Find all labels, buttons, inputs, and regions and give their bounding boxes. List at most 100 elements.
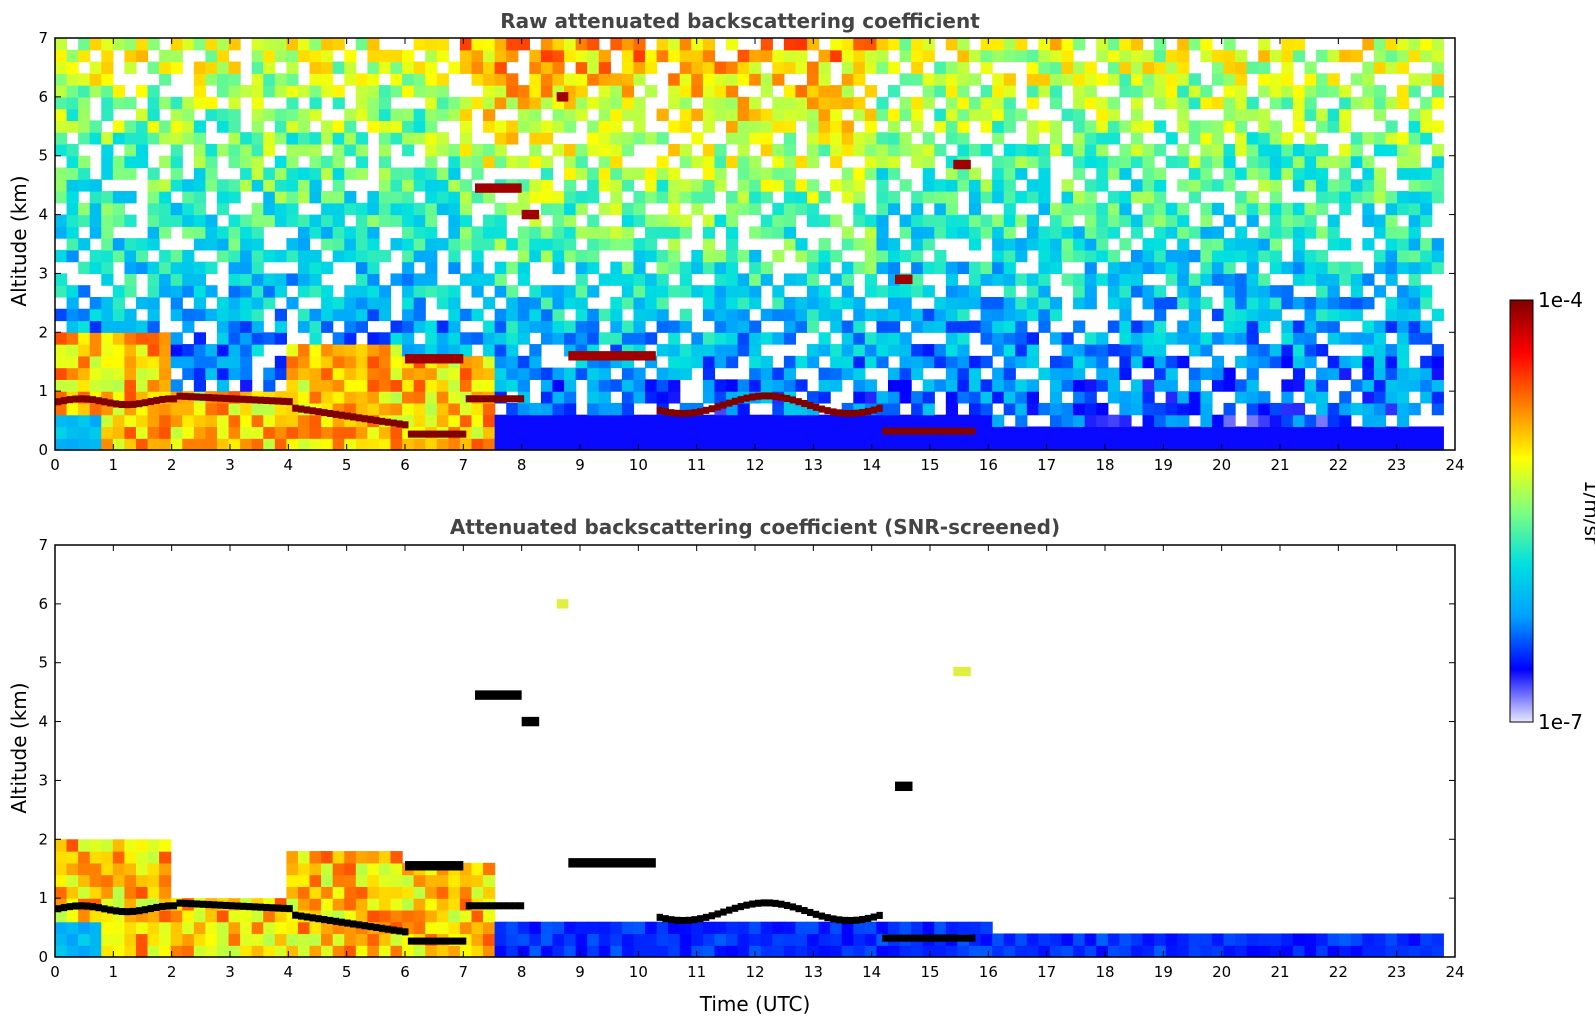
cloud-layer-segment (101, 398, 108, 406)
heatmap-cell (193, 261, 206, 275)
heatmap-cell (726, 438, 739, 451)
heatmap-cell (934, 344, 947, 357)
heatmap-cell (968, 391, 982, 404)
heatmap-cell (610, 108, 623, 121)
heatmap-cell (112, 367, 126, 380)
heatmap-cell (274, 355, 287, 369)
heatmap-cell (402, 143, 415, 157)
heatmap-cell (390, 355, 403, 369)
cloud-layer-segment (153, 903, 160, 911)
heatmap-cell (1408, 143, 1421, 157)
heatmap-cell (159, 332, 172, 345)
heatmap-cell (1130, 38, 1144, 51)
heatmap-cell (1385, 391, 1398, 404)
heatmap-cell (1292, 367, 1306, 380)
heatmap-cell (749, 73, 762, 86)
heatmap-cell (78, 38, 91, 51)
heatmap-cell (1316, 120, 1329, 133)
heatmap-cell (957, 179, 970, 192)
heatmap-cell (1223, 143, 1236, 157)
heatmap-cell (737, 96, 750, 110)
heatmap-cell (853, 167, 866, 180)
cloud-layer-segment (772, 899, 779, 907)
heatmap-cell (633, 414, 646, 428)
heatmap-cell (274, 438, 287, 451)
x-tick-label: 13 (804, 456, 823, 474)
cloud-layer-segment (945, 427, 953, 435)
heatmap-cell (1038, 367, 1051, 380)
heatmap-cell (216, 308, 230, 322)
heatmap-cell (1350, 49, 1363, 63)
heatmap-cell (853, 344, 866, 357)
heatmap-cell (968, 921, 982, 935)
heatmap-cell (1350, 143, 1363, 157)
heatmap-cell (1073, 73, 1086, 86)
heatmap-cell (876, 355, 889, 369)
heatmap-cell (645, 285, 658, 298)
heatmap-cell (1084, 155, 1097, 169)
heatmap-cell (297, 921, 311, 935)
heatmap-cell (147, 61, 160, 74)
heatmap-cell (749, 155, 762, 169)
cloud-layer-segment (390, 926, 397, 934)
heatmap-cell (899, 308, 912, 322)
heatmap-cell (1420, 202, 1433, 216)
heatmap-cell (691, 249, 704, 263)
heatmap-cell (749, 367, 762, 380)
heatmap-cell (66, 249, 79, 263)
heatmap-cell (240, 132, 253, 145)
cloud-layer-segment (326, 409, 334, 417)
heatmap-cell (494, 426, 507, 439)
heatmap-cell (124, 355, 137, 369)
heatmap-cell (575, 308, 588, 322)
heatmap-cell (147, 332, 160, 345)
heatmap-cell (668, 945, 681, 958)
heatmap-cell (656, 391, 669, 404)
heatmap-cell (1188, 85, 1201, 98)
heatmap-cell (945, 226, 959, 239)
heatmap-cell (506, 414, 519, 428)
heatmap-cell (737, 285, 750, 298)
heatmap-cell (737, 402, 750, 416)
heatmap-cell (506, 296, 519, 310)
heatmap-cell (783, 143, 797, 157)
heatmap-cell (297, 191, 311, 204)
heatmap-cell (101, 332, 114, 345)
heatmap-cell (55, 249, 68, 263)
heatmap-cell (425, 249, 438, 263)
heatmap-cell (1362, 85, 1375, 98)
heatmap-cell (251, 285, 264, 298)
heatmap-cell (552, 296, 565, 310)
heatmap-cell (1258, 202, 1271, 216)
heatmap-cell (251, 320, 264, 333)
heatmap-cell (1223, 155, 1236, 169)
cloud-layer-segment (876, 404, 883, 412)
cloud-layer-segment (378, 924, 386, 932)
heatmap-cell (1026, 355, 1039, 369)
heatmap-cell (968, 202, 982, 216)
raw-heatmap (55, 38, 1444, 451)
heatmap-cell (1339, 296, 1352, 310)
heatmap-cell (309, 355, 322, 369)
heatmap-cell (1211, 155, 1225, 169)
heatmap-cell (1235, 285, 1248, 298)
heatmap-cell (1165, 355, 1178, 369)
heatmap-cell (182, 108, 195, 121)
cloud-layer-segment (402, 421, 409, 429)
heatmap-cell (425, 921, 438, 935)
heatmap-cell (205, 414, 218, 428)
heatmap-cell (656, 108, 669, 121)
heatmap-cell (66, 308, 79, 322)
heatmap-cell (1304, 933, 1317, 946)
heatmap-cell (506, 426, 519, 439)
heatmap-cell (344, 909, 357, 923)
heatmap-cell (980, 108, 993, 121)
heatmap-cell (818, 214, 831, 227)
heatmap-cell (992, 191, 1005, 204)
heatmap-cell (367, 61, 380, 74)
heatmap-cell (1281, 214, 1294, 227)
heatmap-cell (89, 426, 102, 439)
heatmap-cell (274, 191, 287, 204)
heatmap-cell (205, 143, 218, 157)
heatmap-cell (888, 332, 901, 345)
